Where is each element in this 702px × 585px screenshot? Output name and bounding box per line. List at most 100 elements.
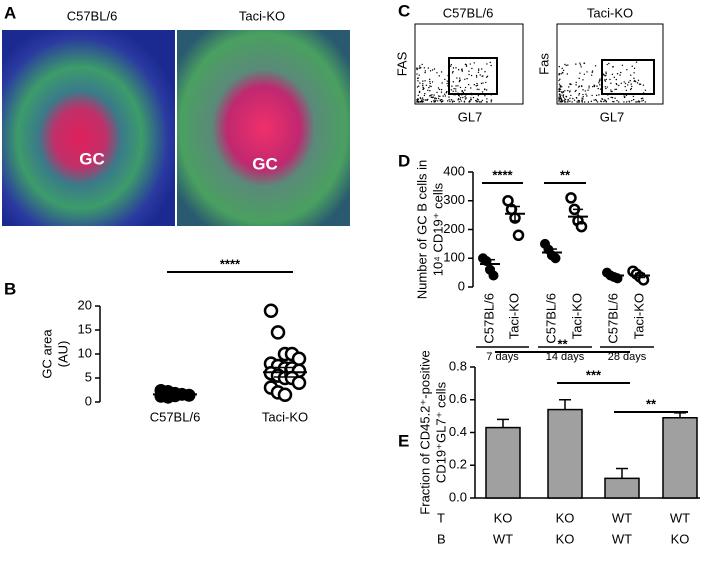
event-dot [559,85,561,87]
event-dot [619,74,621,76]
event-dot [424,99,426,101]
panel-letter: B [4,279,16,298]
event-dot [571,101,573,103]
event-dot [567,101,569,103]
event-dot [580,66,582,68]
event-dot [603,99,606,101]
event-dot [422,84,424,87]
event-dot [604,99,607,102]
x-tick-label: Taci-KO [262,409,308,424]
event-dot [435,97,438,100]
event-dot [606,86,608,88]
y-axis-label: 10⁴ CD19⁺ cells [430,182,445,276]
event-dot [640,97,643,100]
event-dot [429,85,431,87]
significance-label: ** [557,336,568,351]
event-dot [624,82,627,85]
event-dot [610,96,612,99]
event-dot [631,65,633,67]
event-dot [633,67,636,70]
event-dot [431,81,434,83]
image-label: C57BL/6 [67,8,118,23]
event-dot [434,97,436,99]
event-dot [461,70,463,72]
event-dot [480,101,482,103]
event-dot [563,101,566,103]
event-dot [421,97,424,99]
event-dot [457,69,460,71]
event-dot [429,89,431,92]
event-dot [578,94,580,96]
event-dot [616,83,618,86]
event-dot [486,75,489,78]
event-dot [424,92,426,95]
x-tick-label: C57BL/6 [481,293,496,344]
event-dot [582,79,584,81]
event-dot [623,101,625,103]
event-dot [462,91,465,94]
event-dot [438,75,440,77]
event-dot [456,77,458,79]
significance-label: *** [586,367,602,382]
event-dot [621,64,624,66]
facs-frame [556,23,664,105]
event-dot [559,86,561,88]
event-dot [577,101,579,103]
event-dot [464,98,467,100]
event-dot [490,99,492,102]
event-dot [608,62,610,65]
event-dot [565,101,567,103]
event-dot [579,62,581,64]
y-tick-label: 5 [85,369,92,384]
event-dot [570,83,572,86]
event-dot [462,96,464,99]
event-dot [570,94,572,97]
event-dot [596,101,599,103]
bar [662,417,698,499]
row-label: B [437,531,446,546]
event-dot [581,100,583,103]
event-dot [419,65,421,67]
event-dot [633,72,635,74]
event-dot [464,89,466,91]
event-dot [558,94,561,96]
event-dot [416,99,419,101]
event-dot [466,77,468,80]
event-dot [594,65,597,67]
event-dot [610,82,612,85]
event-dot [618,101,620,103]
event-dot [429,82,431,85]
event-dot [423,67,426,69]
event-dot [419,67,422,69]
y-tick-label: 300 [443,192,465,207]
event-dot [628,100,630,102]
y-tick-label: 0.4 [449,424,467,439]
event-dot [418,91,421,94]
event-dot [476,82,478,85]
event-dot [600,81,603,83]
event-dot [440,100,443,103]
event-dot [477,69,480,71]
event-dot [457,92,459,94]
gc-label: GC [252,154,278,173]
event-dot [428,86,430,89]
row-cell: WT [612,510,632,525]
y-tick-label: 0 [458,278,465,293]
event-dot [420,99,423,101]
panel-letter: D [398,151,410,170]
event-dot [605,71,607,73]
event-dot [558,65,561,68]
plot-label: Taci-KO [587,5,633,20]
event-dot [642,84,645,86]
event-dot [595,94,598,97]
event-dot [633,77,635,80]
event-dot [441,82,443,84]
y-tick-label: 15 [78,321,92,336]
event-dot [587,101,590,103]
y-tick-label: 20 [78,297,92,312]
event-dot [588,85,590,87]
y-tick-label: 0.8 [449,358,467,373]
event-dot [416,73,418,75]
event-dot [610,90,612,93]
event-dot [437,87,440,89]
